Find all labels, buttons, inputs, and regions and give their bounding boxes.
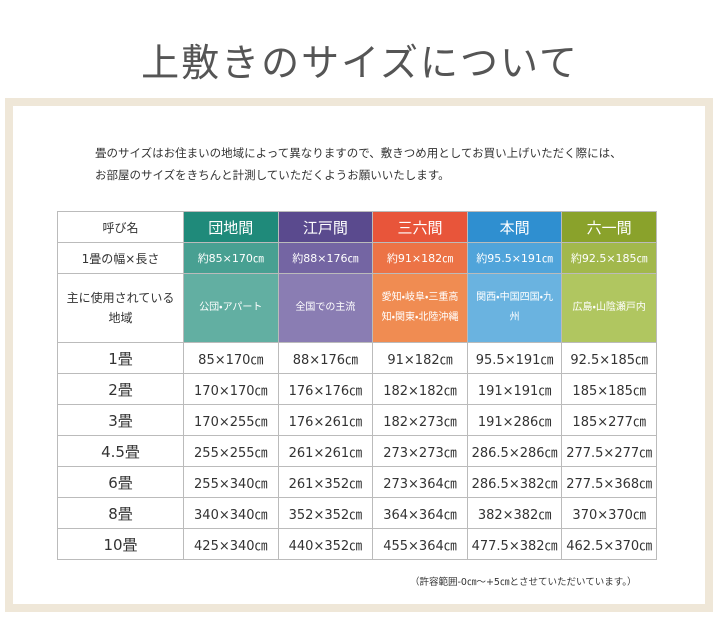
row-label: 3畳 xyxy=(57,404,184,436)
size-cell: 277.5×277㎝ xyxy=(561,435,657,467)
table-row: 8畳 340×340㎝ 352×352㎝ 364×364㎝ 382×382㎝ 370×37… xyxy=(57,497,657,529)
row-label: 主に使用されている地域 xyxy=(57,273,184,343)
table-row: 3畳 170×255㎝ 176×261㎝ 182×273㎝ 191×286㎝ 185×27… xyxy=(57,404,657,436)
size-cell: 170×170㎝ xyxy=(183,373,279,405)
size-cell: 273×364㎝ xyxy=(372,466,468,498)
size-cell: 約95.5×191㎝ xyxy=(466,242,563,274)
size-cell: 広島・山陰瀬戸内 xyxy=(561,273,657,343)
size-cell: 85×170㎝ xyxy=(183,342,279,374)
size-table: 呼び名 団地間 江戸間 三六間 本間 六一間 1畳の幅×長さ 約85×170㎝ 約88×176㎝… xyxy=(57,211,657,560)
size-cell: 340×340㎝ xyxy=(183,497,279,529)
size-cell: 382×382㎝ xyxy=(466,497,563,529)
size-cell: 182×273㎝ xyxy=(372,404,468,436)
size-cell: 191×286㎝ xyxy=(466,404,563,436)
header-cell: 江戸間 xyxy=(277,211,374,243)
table-row: 4.5畳 255×255㎝ 261×261㎝ 273×273㎝ 286.5×286㎝ 27… xyxy=(57,435,657,467)
size-cell: 286.5×286㎝ xyxy=(466,435,563,467)
intro-line: お部屋のサイズをきちんと計測していただくようお願いいたします。 xyxy=(95,168,450,182)
row-label: 8畳 xyxy=(57,497,184,529)
size-cell: 約91×182㎝ xyxy=(372,242,468,274)
size-cell: 約92.5×185㎝ xyxy=(561,242,657,274)
row-label: 6畳 xyxy=(57,466,184,498)
header-cell: 六一間 xyxy=(561,211,657,243)
size-cell: 191×191㎝ xyxy=(466,373,563,405)
row-label: 1畳 xyxy=(57,342,184,374)
size-cell: 185×185㎝ xyxy=(561,373,657,405)
size-cell: 185×277㎝ xyxy=(561,404,657,436)
header-cell: 三六間 xyxy=(372,211,468,243)
size-cell: 愛知・岐阜・三重高知・関東・北陸沖縄 xyxy=(372,273,468,343)
table-row: 6畳 255×340㎝ 261×352㎝ 273×364㎝ 286.5×382㎝ 277.… xyxy=(57,466,657,498)
size-cell: 352×352㎝ xyxy=(277,497,374,529)
size-cell: 364×364㎝ xyxy=(372,497,468,529)
size-cell: 255×255㎝ xyxy=(183,435,279,467)
row-label: 1畳の幅×長さ xyxy=(57,242,184,274)
table-row: 1畳 85×170㎝ 88×176㎝ 91×182㎝ 95.5×191㎝ 92.5×185… xyxy=(57,342,657,374)
size-cell: 92.5×185㎝ xyxy=(561,342,657,374)
table-row: 2畳 170×170㎝ 176×176㎝ 182×182㎝ 191×191㎝ 185×18… xyxy=(57,373,657,405)
size-cell: 261×352㎝ xyxy=(277,466,374,498)
size-cell: 277.5×368㎝ xyxy=(561,466,657,498)
page-title: 上敷きのサイズについて xyxy=(141,41,579,85)
table-row: 1畳の幅×長さ 約85×170㎝ 約88×176㎝ 約91×182㎝ 約95.5×191… xyxy=(57,242,657,274)
size-cell: 273×273㎝ xyxy=(372,435,468,467)
size-cell: 176×261㎝ xyxy=(277,404,374,436)
row-label: 2畳 xyxy=(57,373,184,405)
table-row: 10畳 425×340㎝ 440×352㎝ 455×364㎝ 477.5×382㎝ 462… xyxy=(57,528,657,560)
size-cell: 440×352㎝ xyxy=(277,528,374,560)
size-cell: 全国での主流 xyxy=(277,273,374,343)
row-label: 4.5畳 xyxy=(57,435,184,467)
size-cell: 176×176㎝ xyxy=(277,373,374,405)
size-cell: 関西・中国四国・九州 xyxy=(466,273,563,343)
intro-line: 畳のサイズはお住まいの地域によって異なりますので、敷きつめ用としてお買い上げいた… xyxy=(95,146,622,160)
size-cell: 170×255㎝ xyxy=(183,404,279,436)
size-cell: 約88×176㎝ xyxy=(277,242,374,274)
size-cell: 公団・アパート xyxy=(183,273,279,343)
header-cell: 本間 xyxy=(466,211,563,243)
size-cell: 182×182㎝ xyxy=(372,373,468,405)
note: （許容範囲-0㎝～+5㎝とさせていただいています。） xyxy=(410,577,637,588)
header-cell: 呼び名 xyxy=(57,211,184,243)
table-row: 主に使用されている地域 公団・アパート 全国での主流 愛知・岐阜・三重高知・関東・北陸… xyxy=(57,273,657,343)
size-cell: 477.5×382㎝ xyxy=(466,528,563,560)
size-cell: 286.5×382㎝ xyxy=(466,466,563,498)
size-cell: 425×340㎝ xyxy=(183,528,279,560)
row-label: 10畳 xyxy=(57,528,184,560)
size-cell: 91×182㎝ xyxy=(372,342,468,374)
header-cell: 団地間 xyxy=(183,211,279,243)
size-cell: 261×261㎝ xyxy=(277,435,374,467)
size-cell: 455×364㎝ xyxy=(372,528,468,560)
header-row: 呼び名 団地間 江戸間 三六間 本間 六一間 xyxy=(57,211,657,243)
size-cell: 370×370㎝ xyxy=(561,497,657,529)
size-cell: 95.5×191㎝ xyxy=(466,342,563,374)
size-cell: 255×340㎝ xyxy=(183,466,279,498)
intro: 畳のサイズはお住まいの地域によって異なりますので、敷きつめ用としてお買い上げいた… xyxy=(95,142,622,186)
size-cell: 約85×170㎝ xyxy=(183,242,279,274)
size-cell: 88×176㎝ xyxy=(277,342,374,374)
size-cell: 462.5×370㎝ xyxy=(561,528,657,560)
